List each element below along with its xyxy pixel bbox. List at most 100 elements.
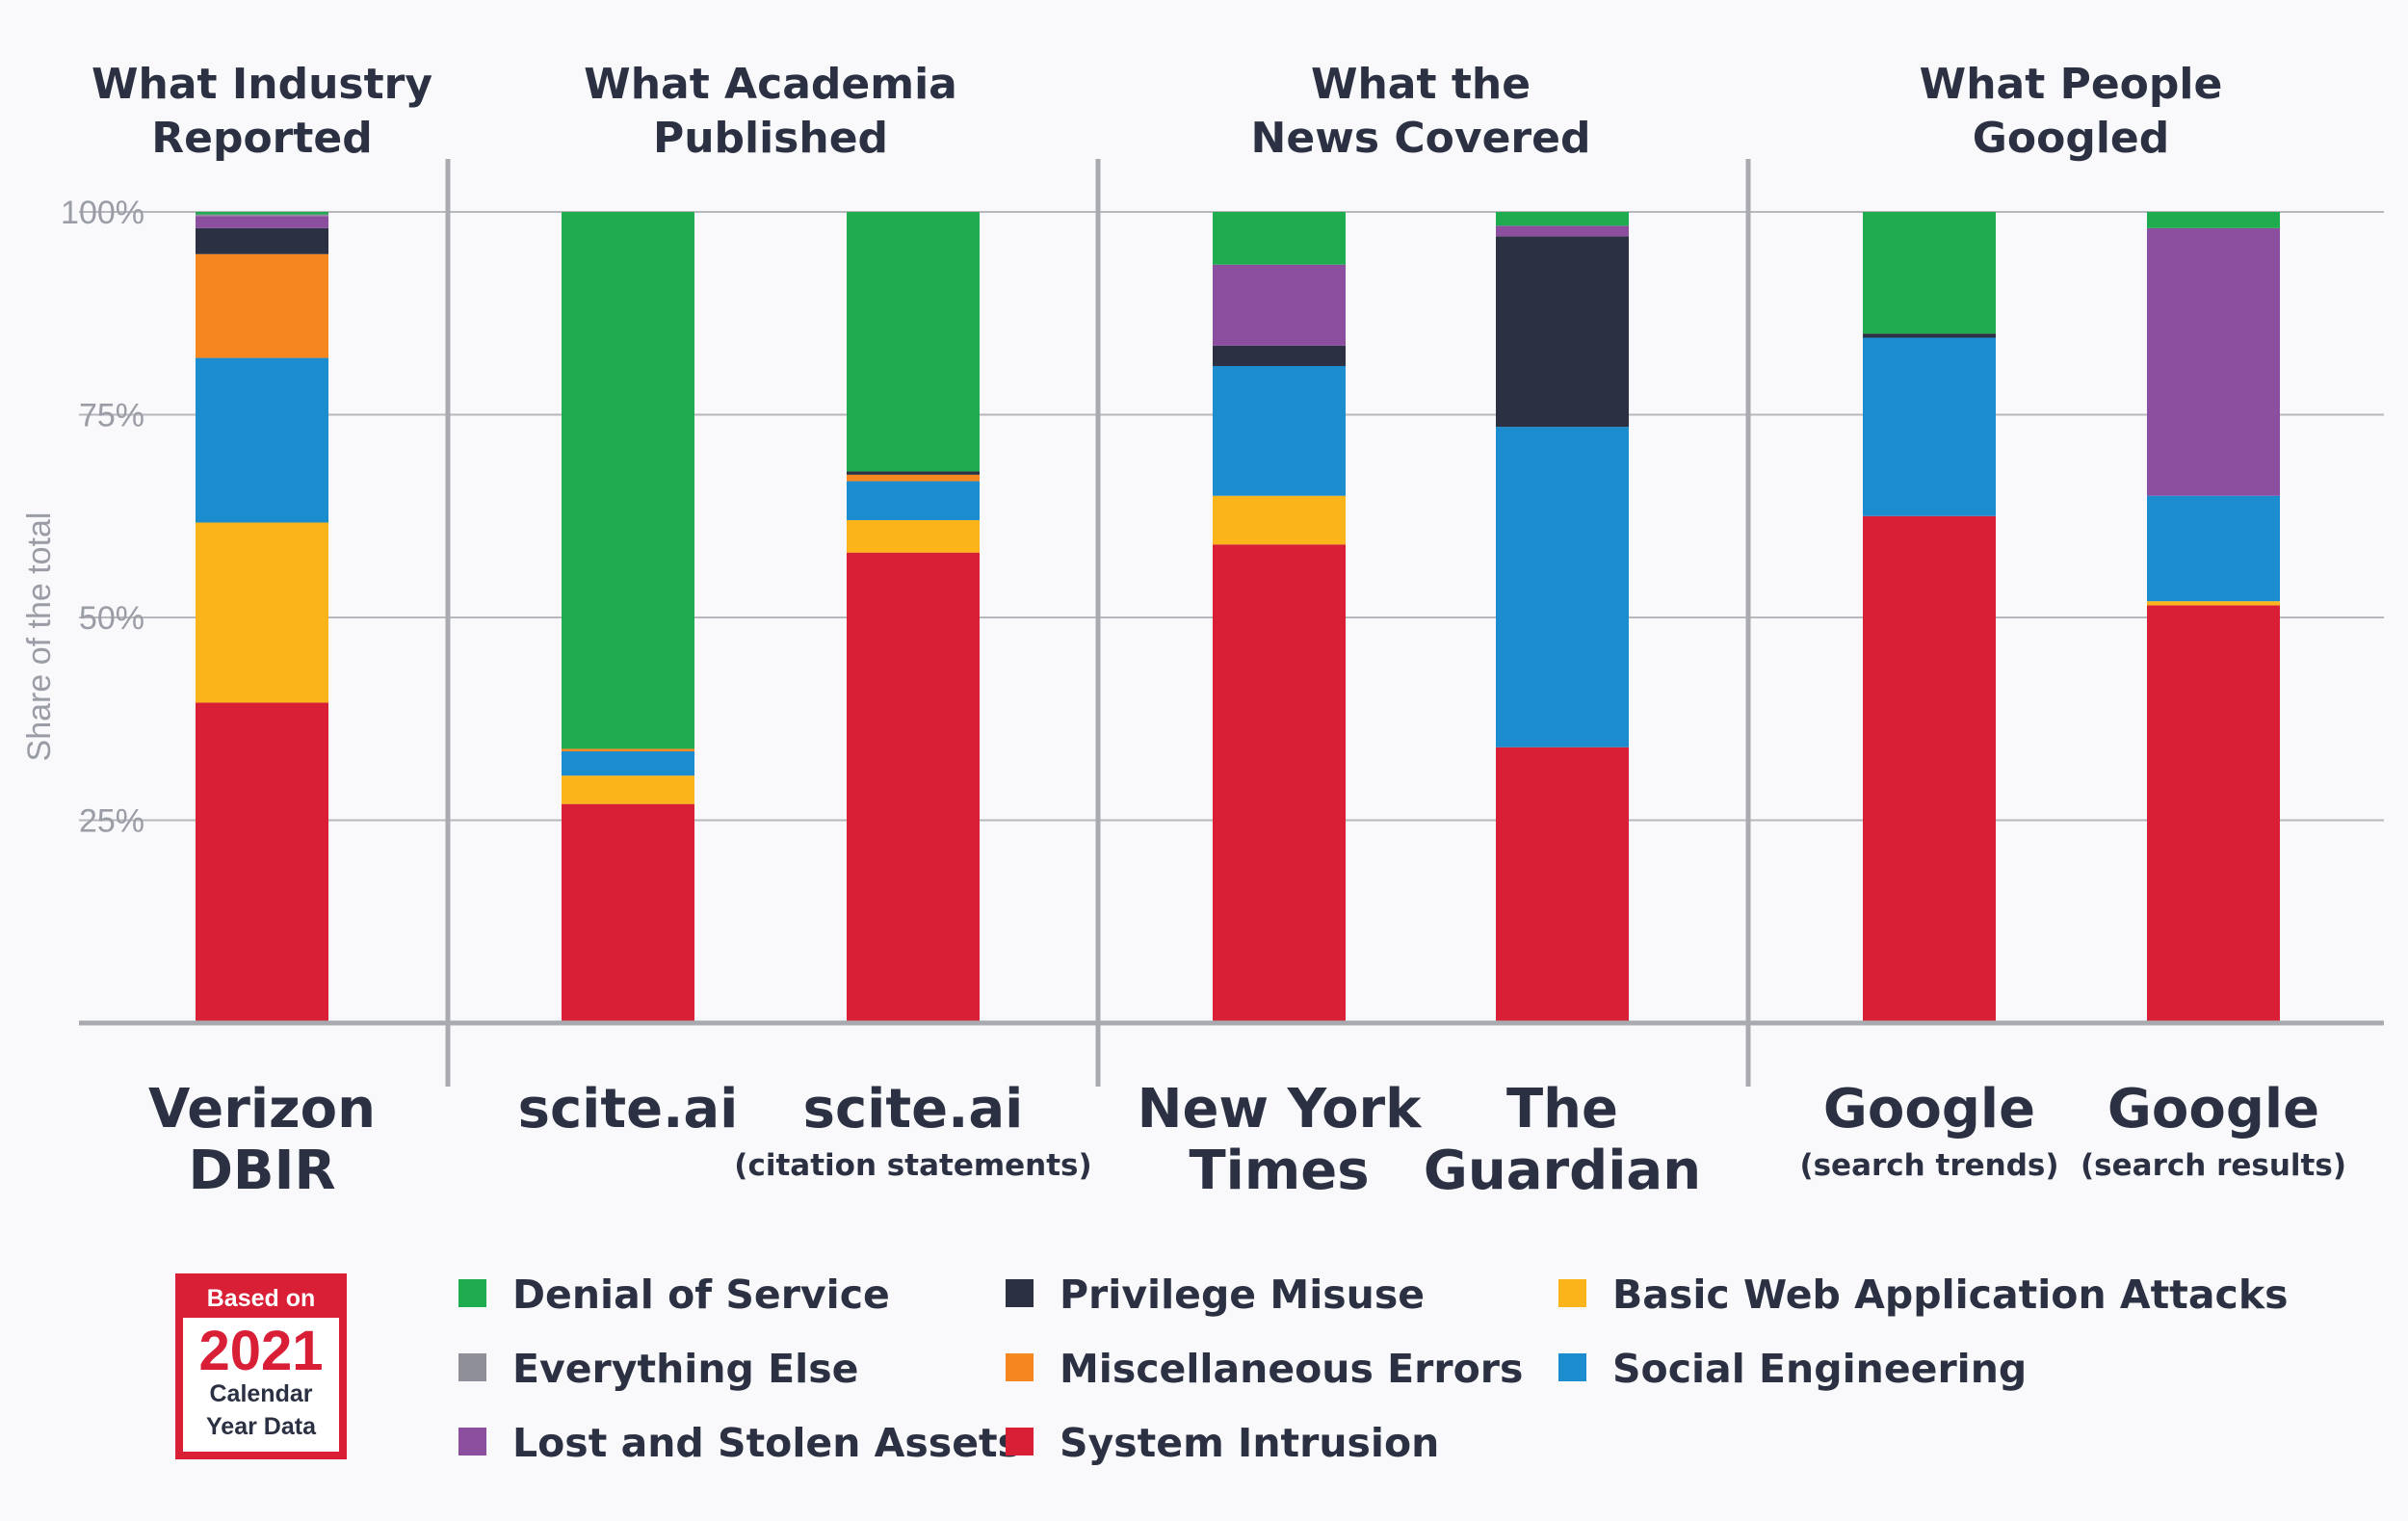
calendar-year-badge: Based on 2021 Calendar Year Data: [175, 1273, 347, 1459]
group-title-4: What People Googled: [1920, 60, 2223, 163]
bar-stack-1: [562, 212, 694, 1023]
bar-segment-privilege-misuse: [196, 227, 328, 254]
group-title-line: What People: [1920, 60, 2223, 109]
bar-segment-miscellaneous-errors: [562, 748, 694, 751]
legend-swatch: [1558, 1279, 1586, 1307]
bar-segment-social-engineering: [847, 481, 980, 520]
bar-segment-lost-and-stolen-assets: [1496, 225, 1629, 237]
bar-stack-6: [2147, 212, 2280, 1023]
y-tick-label: 75%: [79, 398, 144, 434]
y-axis-title: Share of the total: [21, 512, 58, 762]
group-title-1: What Industry Reported: [92, 60, 432, 163]
legend-label: Everything Else: [512, 1346, 858, 1392]
badge-line3: Calendar: [210, 1380, 313, 1407]
bar-segment-basic-web-application-attacks: [562, 775, 694, 804]
bar-segment-social-engineering: [1496, 427, 1629, 747]
bar-segment-denial-of-service: [2147, 212, 2280, 228]
category-label-line: The: [1506, 1078, 1618, 1141]
category-label-line: scite.ai: [518, 1078, 739, 1141]
legend-item-denial-of-service: Denial of Service: [458, 1272, 890, 1318]
bar-segment-system-intrusion: [1863, 515, 1996, 1023]
badge-year: 2021: [198, 1320, 323, 1382]
bar-segment-lost-and-stolen-assets: [2147, 227, 2280, 496]
category-label-line: Google: [1823, 1078, 2035, 1141]
legend-item-everything-else: Everything Else: [458, 1346, 858, 1392]
group-title-2: What Academia Published: [584, 60, 957, 163]
bar-segment-privilege-misuse: [1213, 345, 1346, 366]
category-label-5: Google: [1823, 1078, 2035, 1141]
legend-item-basic-web-application-attacks: Basic Web Application Attacks: [1558, 1272, 2289, 1318]
bar-segment-denial-of-service: [1496, 212, 1629, 226]
group-title-line: Googled: [1973, 114, 2170, 163]
legend-swatch: [1006, 1279, 1034, 1307]
category-label-6: Google: [2107, 1078, 2319, 1141]
bar-segment-system-intrusion: [562, 803, 694, 1023]
legend-label: System Intrusion: [1060, 1420, 1439, 1466]
bar-stack-2: [847, 212, 980, 1023]
bar-segment-basic-web-application-attacks: [1213, 495, 1346, 545]
bar-segment-denial-of-service: [847, 212, 980, 472]
gridlines: 25% 50% 75% 100% Share of the total: [21, 195, 2384, 840]
group-title-line: News Covered: [1251, 114, 1591, 163]
legend-item-social-engineering: Social Engineering: [1558, 1346, 2027, 1392]
category-label-4: The Guardian: [1424, 1078, 1701, 1202]
legend-item-system-intrusion: System Intrusion: [1006, 1420, 1439, 1466]
bar-segment-privilege-misuse: [847, 471, 980, 475]
group-titles: What Industry Reported What Academia Publis…: [92, 60, 2222, 163]
bar-segment-lost-and-stolen-assets: [1213, 264, 1346, 346]
group-title-line: Published: [653, 114, 888, 163]
bar-segment-social-engineering: [196, 357, 328, 523]
legend-item-privilege-misuse: Privilege Misuse: [1006, 1272, 1425, 1318]
category-labels: Verizon DBIR scite.ai scite.ai (citation sta…: [148, 1078, 2346, 1202]
legend-item-miscellaneous-errors: Miscellaneous Errors: [1006, 1346, 1523, 1392]
badge-header: [179, 1277, 343, 1318]
bar-segment-denial-of-service: [1863, 212, 1996, 334]
badge-line4: Year Data: [206, 1413, 317, 1440]
bar-segment-denial-of-service: [196, 212, 328, 215]
category-sublabel-2: (citation statements): [734, 1148, 1091, 1183]
bar-segment-basic-web-application-attacks: [2147, 601, 2280, 606]
bar-stack-4: [1496, 212, 1629, 1023]
bar-stack-0: [196, 212, 328, 1023]
legend-swatch: [1006, 1428, 1034, 1455]
category-label-1: scite.ai: [518, 1078, 739, 1141]
category-sublabel-6: (search results): [2081, 1148, 2346, 1183]
legend-label: Miscellaneous Errors: [1060, 1346, 1523, 1392]
bar-segment-miscellaneous-errors: [196, 253, 328, 358]
y-tick-label: 50%: [79, 600, 144, 637]
bar-segment-denial-of-service: [1213, 212, 1346, 265]
bar-segment-social-engineering: [1213, 365, 1346, 496]
legend-label: Basic Web Application Attacks: [1612, 1272, 2289, 1318]
category-label-line: DBIR: [188, 1140, 335, 1202]
category-sublabel-5: (search trends): [1799, 1148, 2058, 1183]
axes: [79, 159, 2384, 1087]
bar-segment-system-intrusion: [1213, 544, 1346, 1023]
bar-stack-3: [1213, 212, 1346, 1023]
category-label-line: Google: [2107, 1078, 2319, 1141]
bar-segment-system-intrusion: [196, 702, 328, 1023]
category-label-line: Verizon: [148, 1078, 376, 1141]
category-label-0: Verizon DBIR: [148, 1078, 376, 1202]
legend-label: Social Engineering: [1612, 1346, 2027, 1392]
y-tick-label: 100%: [61, 195, 144, 231]
category-label-line: scite.ai: [803, 1078, 1024, 1141]
legend-label: Lost and Stolen Assets: [512, 1420, 1021, 1466]
legend-item-lost-and-stolen-assets: Lost and Stolen Assets: [458, 1420, 1021, 1466]
y-tick-label: 25%: [79, 803, 144, 840]
bar-stack-5: [1863, 212, 1996, 1023]
legend-swatch: [1558, 1353, 1586, 1381]
legend-swatch: [458, 1353, 486, 1381]
bar-segment-privilege-misuse: [1863, 333, 1996, 338]
legend-swatch: [458, 1279, 486, 1307]
bar-segment-system-intrusion: [2147, 605, 2280, 1023]
legend-swatch: [1006, 1353, 1034, 1381]
bar-segment-everything-else: [196, 214, 328, 217]
group-title-line: Reported: [151, 114, 373, 163]
group-title-line: What Industry: [92, 60, 432, 109]
bar-segment-lost-and-stolen-assets: [196, 216, 328, 228]
group-title-line: What Academia: [584, 60, 957, 109]
legend-swatch: [458, 1428, 486, 1455]
legend: Denial of Service Everything Else Lost and…: [458, 1272, 2289, 1466]
bar-segment-basic-web-application-attacks: [847, 519, 980, 553]
